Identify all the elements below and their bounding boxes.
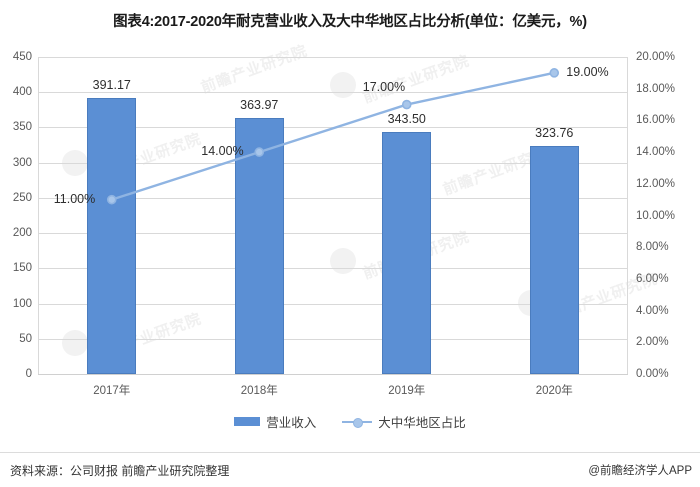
footer-divider — [0, 452, 700, 453]
line-value-label: 19.00% — [566, 64, 609, 79]
axis-line-left — [38, 57, 39, 374]
plot-area — [38, 57, 628, 375]
bar[interactable] — [234, 117, 284, 374]
gridline — [38, 92, 628, 94]
y-axis-tick-right: 4.00% — [636, 304, 669, 317]
y-axis-tick-right: 10.00% — [636, 209, 676, 222]
bar-value-label: 343.50 — [387, 112, 426, 127]
bar-value-label: 323.76 — [535, 125, 574, 140]
line-marker[interactable] — [106, 194, 117, 205]
line-value-label: 11.00% — [53, 191, 96, 206]
y-axis-tick-right: 20.00% — [636, 51, 676, 63]
y-axis-tick-left: 250 — [12, 191, 32, 204]
line-series — [106, 68, 560, 205]
gridline — [38, 57, 628, 58]
y-axis-tick-right: 2.00% — [636, 336, 669, 349]
line-value-label: 14.00% — [201, 144, 244, 159]
chart-title: 图表4:2017-2020年耐克营业收入及大中华地区占比分析(单位：亿美元，%) — [113, 14, 587, 30]
gridline — [38, 233, 628, 235]
gridline — [38, 374, 628, 375]
legend-label-bar: 营业收入 — [266, 416, 317, 430]
gridline — [38, 303, 628, 305]
legend-item-line[interactable]: 大中华地区占比 — [342, 412, 466, 431]
x-axis-tick: 2018年 — [240, 385, 278, 397]
legend-label-line: 大中华地区占比 — [378, 416, 466, 430]
legend-bar-swatch-icon — [234, 417, 261, 426]
bar[interactable] — [529, 145, 579, 374]
bar-value-label: 391.17 — [92, 78, 131, 93]
gridline — [38, 338, 628, 340]
y-axis-tick-right: 18.00% — [636, 82, 676, 95]
x-axis-tick: 2017年 — [93, 385, 131, 397]
line-path — [110, 71, 556, 201]
y-axis-tick-right: 16.00% — [636, 114, 676, 127]
line-value-label: 17.00% — [362, 79, 406, 94]
legend: 营业收入 大中华地区占比 — [0, 412, 700, 431]
line-marker[interactable] — [254, 147, 265, 157]
y-axis-tick-left: 0 — [25, 368, 32, 380]
source-note: 资料来源：公司财报 前瞻产业研究院整理 — [10, 464, 230, 478]
y-axis-tick-right: 6.00% — [636, 272, 669, 285]
line-marker[interactable] — [401, 99, 412, 110]
x-axis-tick: 2020年 — [535, 385, 573, 397]
axis-line-right — [627, 57, 628, 374]
y-axis-tick-left: 350 — [12, 121, 32, 134]
bar-value-label: 363.97 — [240, 97, 279, 112]
y-axis-tick-left: 100 — [12, 297, 32, 310]
y-axis-tick-right: 0.00% — [636, 368, 669, 380]
y-axis-tick-left: 50 — [19, 332, 32, 345]
line-marker[interactable] — [549, 68, 560, 78]
y-axis-tick-left: 400 — [12, 86, 32, 99]
y-axis-tick-right: 14.00% — [636, 146, 676, 159]
y-axis-tick-right: 8.00% — [636, 241, 669, 254]
legend-item-bar[interactable]: 营业收入 — [234, 412, 316, 431]
legend-line-swatch-icon — [342, 417, 373, 428]
x-axis-tick: 2019年 — [388, 385, 426, 397]
gridline — [38, 162, 628, 164]
y-axis-tick-left: 200 — [12, 227, 32, 240]
bar[interactable] — [87, 98, 137, 374]
bar[interactable] — [382, 132, 432, 374]
gridline — [38, 197, 628, 199]
brand-note: @前瞻经济学人APP — [588, 465, 692, 477]
gridline — [38, 268, 628, 270]
y-axis-tick-left: 450 — [12, 51, 32, 63]
y-axis-tick-left: 150 — [12, 262, 32, 275]
y-axis-tick-right: 12.00% — [636, 177, 676, 190]
y-axis-tick-left: 300 — [12, 156, 32, 169]
